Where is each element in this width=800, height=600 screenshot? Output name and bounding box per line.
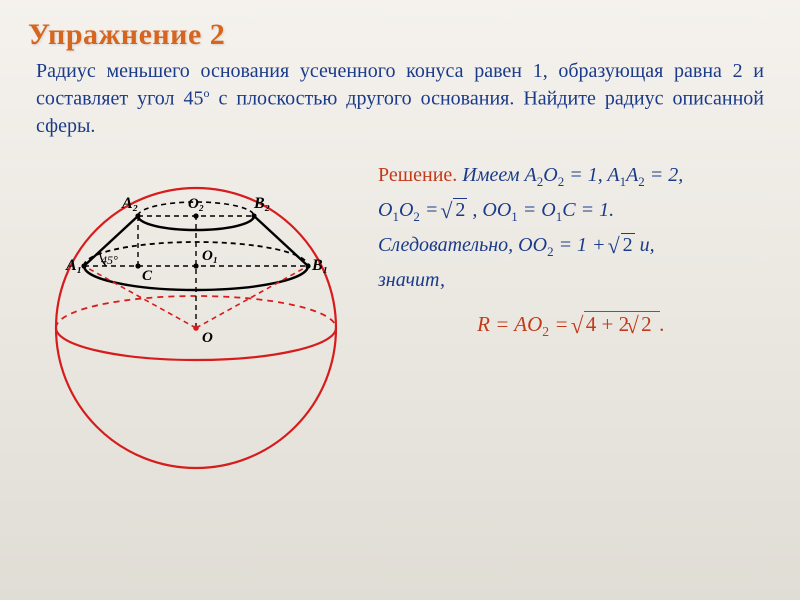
- point-O2: [193, 213, 198, 218]
- point-C: [135, 263, 140, 268]
- label-B1: B₁: [311, 257, 328, 274]
- label-O: O: [202, 330, 213, 346]
- fA: AO: [514, 312, 542, 336]
- l3b: OO: [518, 234, 547, 256]
- sqrt2-b: 2: [611, 228, 635, 262]
- fR: R: [477, 312, 490, 336]
- l3a: Следовательно,: [378, 234, 518, 256]
- solution-block: Решение. Имеем A2O2 = 1, A1A2 = 2, O1O2 …: [378, 158, 764, 344]
- point-B1: [305, 263, 310, 268]
- sol-r2: = 2,: [645, 164, 684, 186]
- label-B2: B₂: [253, 195, 270, 212]
- sqrt2-a: 2: [443, 193, 467, 227]
- sol-A: A: [525, 164, 537, 186]
- l2b: O: [399, 199, 413, 221]
- geometry-diagram: A₁ B₁ A₂ B₂ O₂ O₁ O C 45°: [36, 158, 356, 478]
- sol-1a: Имеем: [457, 164, 524, 186]
- point-O: [193, 325, 199, 331]
- label-A1: A₁: [65, 257, 82, 274]
- l3c: = 1 +: [554, 234, 611, 256]
- inner-sqrt: 2: [629, 307, 656, 343]
- slide-title: Упражнение 2: [28, 18, 764, 52]
- final-formula: R = AO2 = 4 + 22.: [378, 307, 764, 343]
- l2f: O: [541, 199, 555, 221]
- label-A2: A₂: [121, 195, 138, 212]
- l3d: и,: [635, 234, 655, 256]
- slant-right: [254, 216, 308, 266]
- outer-sqrt: 4 + 2 2: [574, 307, 660, 343]
- outerA: 4 + 2: [586, 312, 629, 336]
- sol-A3: A: [626, 164, 638, 186]
- label-O2: O₂: [188, 196, 204, 212]
- innerR: 2: [639, 311, 656, 336]
- point-B2: [251, 213, 256, 218]
- l2h: = 1.: [576, 199, 615, 221]
- sol-r1: = 1,: [564, 164, 607, 186]
- feq: =: [490, 312, 514, 336]
- solution-line3: Следовательно, OO2 = 1 + 2 и,: [378, 228, 764, 263]
- l2d: OO: [482, 199, 511, 221]
- label-O1: O₁: [202, 248, 218, 264]
- solution-line1: Решение. Имеем A2O2 = 1, A1A2 = 2,: [378, 158, 764, 193]
- solution-line4: значит,: [378, 263, 764, 297]
- rad2b: 2: [621, 233, 635, 256]
- l2g: C: [562, 199, 575, 221]
- solution-label: Решение.: [378, 164, 457, 186]
- point-A2: [135, 213, 140, 218]
- point-O1: [193, 263, 198, 268]
- l2c: ,: [467, 199, 482, 221]
- fdot: .: [660, 312, 665, 336]
- l2e: =: [518, 199, 542, 221]
- sphere-equator-front: [56, 328, 336, 360]
- solution-line2: O1O2 = 2 , OO1 = O1C = 1.: [378, 193, 764, 228]
- problem-text: Радиус меньшего основания усеченного кон…: [36, 58, 764, 140]
- sol-O: O: [543, 164, 557, 186]
- label-C: C: [142, 268, 153, 284]
- label-angle: 45°: [101, 253, 118, 267]
- radius-OA1: [84, 266, 196, 328]
- sol-A2: A: [607, 164, 619, 186]
- l2a: O: [378, 199, 392, 221]
- rad2a: 2: [453, 198, 467, 221]
